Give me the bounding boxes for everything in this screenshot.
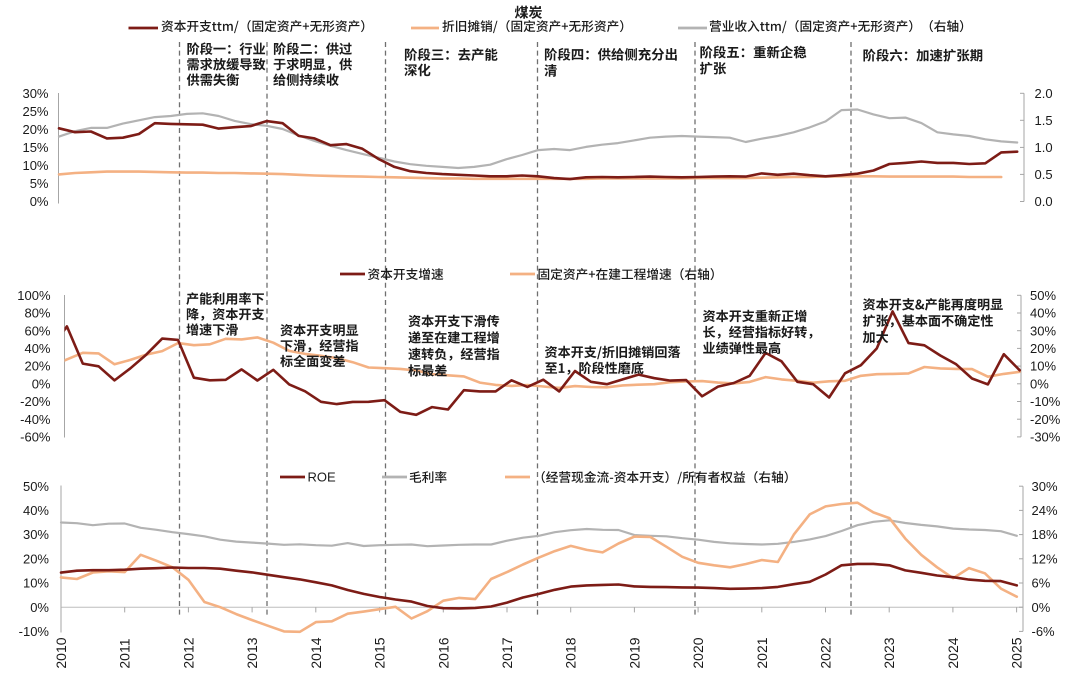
svg-text:0%: 0%: [30, 600, 49, 615]
svg-text:100%: 100%: [17, 288, 51, 303]
svg-text:50%: 50%: [23, 479, 49, 494]
svg-text:25%: 25%: [22, 104, 48, 119]
svg-text:50%: 50%: [1030, 288, 1056, 303]
svg-text:2015: 2015: [372, 637, 388, 668]
svg-text:30%: 30%: [22, 86, 48, 101]
svg-text:-40%: -40%: [20, 412, 51, 427]
svg-text:0.0: 0.0: [1035, 194, 1053, 209]
svg-text:30%: 30%: [1030, 323, 1056, 338]
svg-text:-30%: -30%: [1030, 430, 1061, 445]
svg-text:2014: 2014: [308, 637, 324, 668]
svg-text:2024: 2024: [945, 637, 961, 668]
svg-text:5%: 5%: [30, 176, 49, 191]
svg-text:10%: 10%: [1030, 359, 1056, 374]
svg-text:2013: 2013: [244, 637, 260, 668]
svg-text:18%: 18%: [1032, 527, 1058, 542]
svg-text:10%: 10%: [23, 576, 49, 591]
svg-text:0.5: 0.5: [1035, 167, 1053, 182]
svg-text:80%: 80%: [24, 306, 50, 321]
svg-text:-10%: -10%: [1030, 394, 1061, 409]
svg-text:0%: 0%: [30, 194, 49, 209]
svg-text:6%: 6%: [1032, 576, 1051, 591]
svg-text:-60%: -60%: [20, 430, 51, 445]
svg-text:0%: 0%: [32, 376, 51, 391]
svg-text:24%: 24%: [1032, 503, 1058, 518]
svg-text:0%: 0%: [1030, 376, 1049, 391]
svg-text:20%: 20%: [22, 122, 48, 137]
svg-text:40%: 40%: [24, 341, 50, 356]
svg-text:2017: 2017: [499, 637, 515, 668]
svg-text:-10%: -10%: [19, 624, 50, 639]
svg-text:10%: 10%: [22, 158, 48, 173]
svg-text:2025: 2025: [1009, 637, 1025, 668]
svg-text:2021: 2021: [754, 637, 770, 668]
svg-text:20%: 20%: [24, 359, 50, 374]
svg-text:2019: 2019: [626, 637, 642, 668]
svg-text:1.0: 1.0: [1035, 140, 1053, 155]
svg-text:-20%: -20%: [1030, 412, 1061, 427]
svg-text:2018: 2018: [563, 637, 579, 668]
svg-text:30%: 30%: [23, 527, 49, 542]
svg-text:2020: 2020: [690, 637, 706, 668]
svg-text:2011: 2011: [117, 638, 133, 668]
svg-text:1.5: 1.5: [1035, 113, 1053, 128]
svg-text:ROE: ROE: [308, 470, 337, 485]
svg-text:20%: 20%: [1030, 341, 1056, 356]
svg-text:2.0: 2.0: [1035, 86, 1053, 101]
svg-text:0%: 0%: [1032, 600, 1051, 615]
svg-text:-6%: -6%: [1032, 624, 1056, 639]
svg-text:15%: 15%: [22, 140, 48, 155]
svg-text:30%: 30%: [1032, 479, 1058, 494]
svg-text:-20%: -20%: [20, 394, 51, 409]
svg-text:2016: 2016: [435, 637, 451, 668]
svg-text:40%: 40%: [23, 503, 49, 518]
svg-text:2023: 2023: [881, 637, 897, 668]
svg-text:60%: 60%: [24, 323, 50, 338]
svg-text:12%: 12%: [1032, 551, 1058, 566]
svg-text:20%: 20%: [23, 551, 49, 566]
svg-text:40%: 40%: [1030, 306, 1056, 321]
svg-text:2010: 2010: [53, 637, 69, 668]
svg-text:2022: 2022: [818, 637, 834, 668]
svg-text:2012: 2012: [180, 637, 196, 668]
